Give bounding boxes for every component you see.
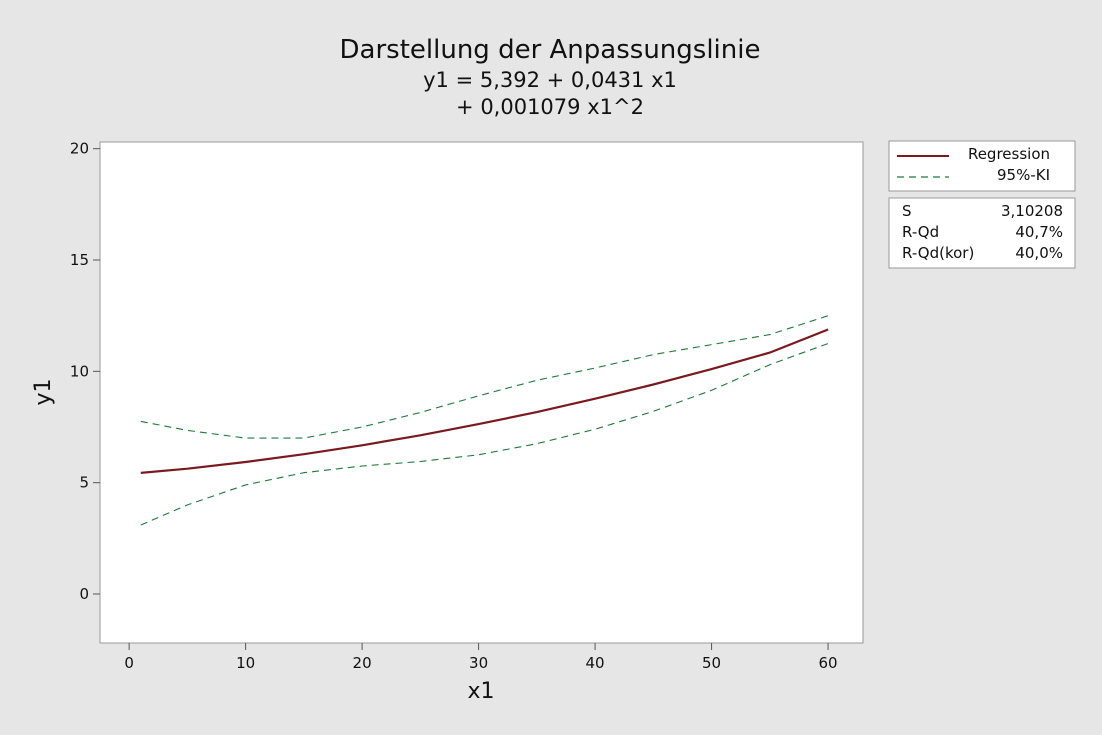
plot-area xyxy=(99,141,864,644)
stat-value-s: 3,10208 xyxy=(1001,202,1063,220)
x-axis: 0 10 20 30 40 50 60 xyxy=(124,643,838,672)
regression-line xyxy=(140,328,829,474)
legend-label-ci: 95%-KI xyxy=(997,166,1050,184)
stat-label-rqd-kor: R-Qd(kor) xyxy=(902,244,974,262)
y-tick-label: 0 xyxy=(79,585,89,603)
chart-subtitle-line-1: y1 = 5,392 + 0,0431 x1 xyxy=(423,68,677,92)
series-layer xyxy=(140,315,829,526)
stat-value-rqd-kor: 40,0% xyxy=(1015,244,1063,262)
stat-label-s: S xyxy=(902,202,912,220)
stats-box xyxy=(888,197,1076,269)
y-axis-label: y1 xyxy=(31,378,56,405)
x-tick-label: 60 xyxy=(819,654,838,672)
x-tick-label: 20 xyxy=(353,654,372,672)
x-tick-label: 50 xyxy=(702,654,721,672)
x-tick-label: 10 xyxy=(236,654,255,672)
legend-box xyxy=(888,140,1076,192)
chart-subtitle-line-2: + 0,001079 x1^2 xyxy=(456,95,644,119)
x-tick-label: 30 xyxy=(469,654,488,672)
x-tick-label: 40 xyxy=(586,654,605,672)
stat-label-rqd: R-Qd xyxy=(902,223,939,241)
ci-lower-line xyxy=(140,342,829,526)
chart-title: Darstellung der Anpassungslinie xyxy=(340,35,761,65)
x-tick-label: 0 xyxy=(124,654,134,672)
y-tick-label: 20 xyxy=(70,140,89,158)
y-tick-label: 15 xyxy=(70,251,89,269)
stat-value-rqd: 40,7% xyxy=(1015,223,1063,241)
y-tick-label: 5 xyxy=(79,474,89,492)
y-tick-label: 10 xyxy=(70,362,89,380)
legend-label-regression: Regression xyxy=(968,145,1050,163)
y-axis: 0 5 10 15 20 xyxy=(70,140,100,603)
x-axis-label: x1 xyxy=(467,679,494,704)
